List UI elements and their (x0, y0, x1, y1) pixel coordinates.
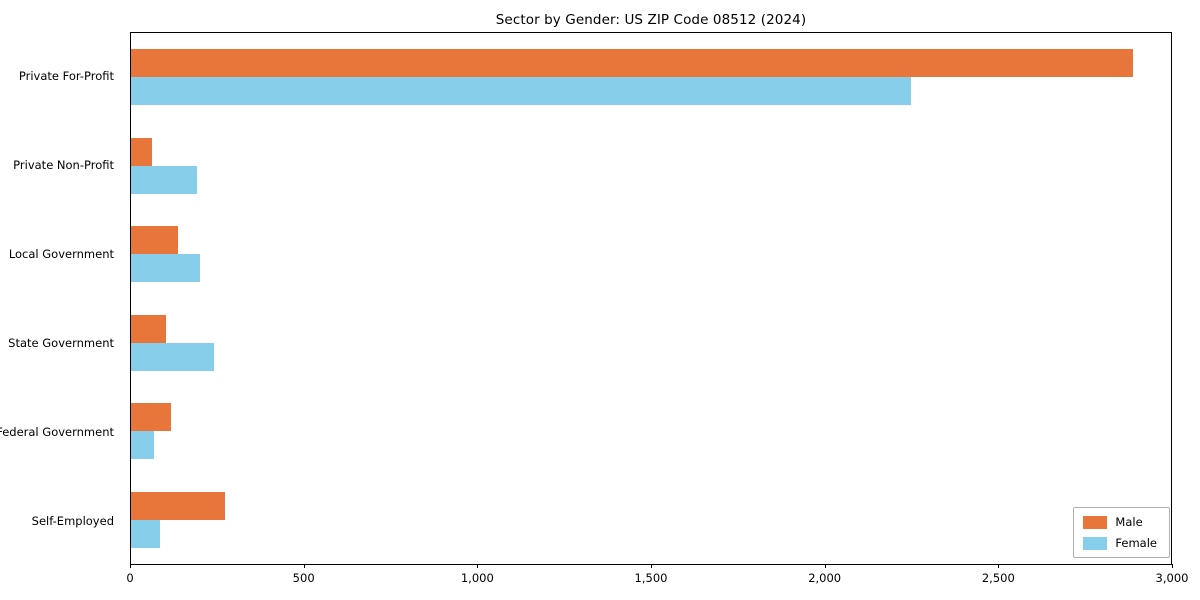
bar-female-private-for-profit (131, 77, 911, 106)
x-tick-label: 1,500 (634, 571, 668, 585)
bar-group (131, 476, 1171, 565)
y-tick-label: Local Government (8, 247, 114, 262)
bar-male-private-non-profit (131, 137, 152, 166)
bar-female-federal-government (131, 431, 154, 460)
legend-label-female: Female (1115, 536, 1157, 550)
bar-group (131, 387, 1171, 476)
bar-male-private-for-profit (131, 49, 1133, 78)
bar-group (131, 122, 1171, 211)
y-tick-label: Private Non-Profit (13, 158, 114, 173)
bar-group (131, 299, 1171, 388)
y-axis-labels: Private For-Profit Private Non-Profit Loca… (0, 32, 122, 565)
x-tick-label: 3,000 (1155, 571, 1189, 585)
bar-group (131, 210, 1171, 299)
legend-entry-male: Male (1083, 515, 1157, 529)
x-tick-mark (130, 564, 131, 568)
legend-label-male: Male (1115, 515, 1143, 529)
bar-female-local-government (131, 254, 201, 283)
legend-swatch-male (1083, 515, 1108, 529)
x-tick-label: 2,500 (981, 571, 1015, 585)
bar-male-federal-government (131, 403, 171, 432)
bar-group (131, 33, 1171, 122)
bar-female-self-employed (131, 519, 161, 548)
x-tick-label: 0 (126, 571, 134, 585)
y-tick-label: Private For-Profit (18, 69, 114, 84)
x-tick-mark (651, 564, 652, 568)
plot-area (130, 32, 1172, 565)
y-tick-label: State Government (8, 335, 114, 350)
bar-male-local-government (131, 226, 178, 255)
x-tick-mark (477, 564, 479, 568)
legend-swatch-female (1083, 536, 1108, 550)
x-tick-mark (824, 564, 826, 568)
legend-entry-female: Female (1083, 536, 1157, 550)
bar-male-self-employed (131, 491, 225, 520)
x-tick-mark (998, 564, 1000, 568)
x-tick-label: 1,000 (460, 571, 494, 585)
y-tick-label: Federal Government (0, 424, 114, 439)
legend: Male Female (1073, 507, 1170, 558)
bar-female-state-government (131, 342, 215, 371)
x-tick-label: 500 (292, 571, 315, 585)
bar-female-private-non-profit (131, 165, 197, 194)
x-tick-mark (303, 564, 305, 568)
x-tick-mark (1172, 564, 1173, 568)
x-tick-label: 2,000 (808, 571, 842, 585)
bar-male-state-government (131, 314, 166, 343)
x-axis-ticks: 0 500 1,000 1,500 2,000 2,500 3,000 (126, 564, 1188, 596)
chart-title: Sector by Gender: US ZIP Code 08512 (202… (495, 12, 807, 28)
y-tick-label: Self-Employed (31, 513, 114, 528)
